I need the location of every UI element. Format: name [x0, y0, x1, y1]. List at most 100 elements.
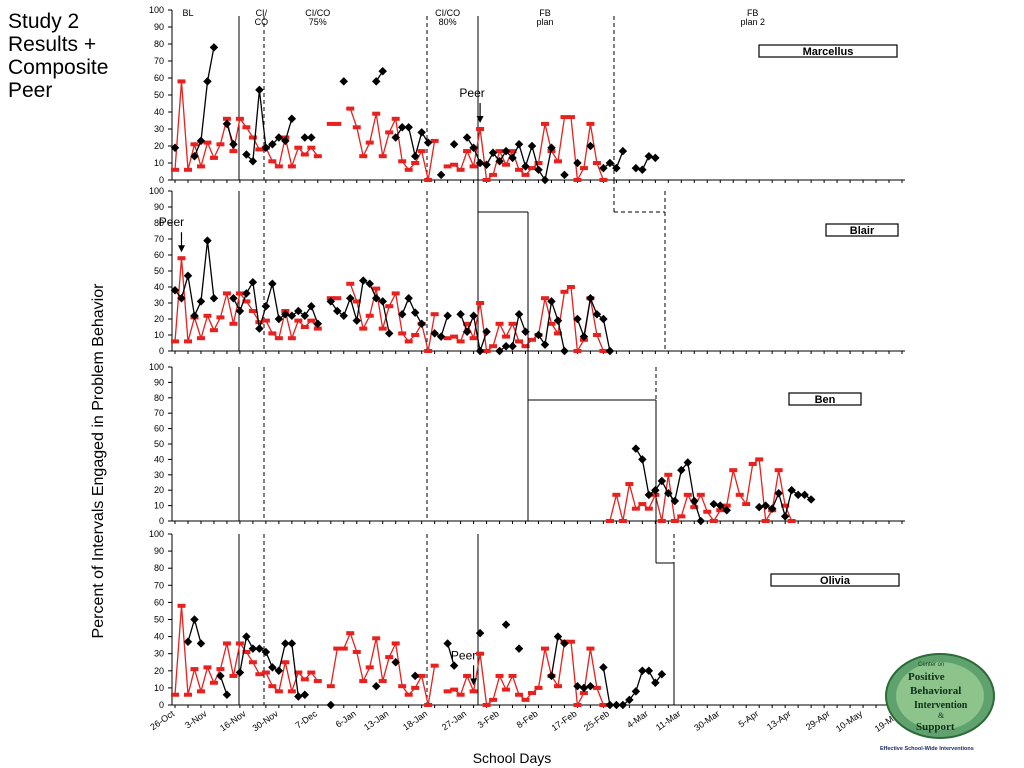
logo-text: &: [938, 711, 945, 720]
x-tick-label: 30-Nov: [251, 708, 281, 733]
y-tick-label: 10: [154, 501, 164, 511]
student-line: [446, 643, 455, 666]
student-point: [378, 297, 387, 306]
composite-peer-point: [450, 162, 459, 167]
student-name-box: [758, 44, 898, 58]
composite-peer-point: [489, 697, 498, 702]
y-tick-label: 0: [159, 516, 164, 526]
composite-peer-point: [579, 691, 588, 696]
y-tick-label: 40: [154, 282, 164, 292]
student-point: [547, 297, 556, 306]
composite-peer-point: [573, 703, 582, 707]
student-name: Ben: [815, 394, 836, 406]
y-tick-label: 50: [154, 615, 164, 625]
student-point: [410, 151, 420, 161]
logo-text: Positive: [908, 671, 945, 683]
composite-peer-point: [248, 309, 257, 313]
composite-peer-point: [670, 519, 679, 523]
student-point: [573, 314, 582, 324]
composite-peer-point: [599, 703, 608, 707]
x-tick-label: 6-Jan: [334, 708, 358, 729]
composite-peer-point: [521, 172, 530, 177]
student-point: [495, 157, 504, 166]
composite-peer-point: [579, 166, 588, 171]
composite-peer-point: [424, 349, 433, 353]
student-point: [625, 695, 634, 705]
student-point: [806, 495, 816, 504]
composite-peer-point: [534, 685, 543, 690]
peer-annotation: Peer: [159, 215, 184, 229]
composite-peer-point: [242, 649, 251, 654]
student-point: [229, 293, 238, 303]
student-point: [300, 690, 310, 699]
student-point: [358, 276, 368, 285]
student-point: [651, 153, 660, 163]
composite-peer-point: [268, 159, 277, 164]
composite-peer-point: [222, 116, 231, 121]
composite-peer-point: [463, 321, 472, 326]
composite-peer-point: [508, 321, 517, 326]
composite-peer-point: [222, 291, 231, 296]
composite-peer-point: [553, 331, 562, 336]
composite-peer-point: [502, 687, 511, 692]
student-point: [242, 289, 251, 298]
logo-tagline: Effective School-Wide Interventions: [880, 746, 974, 752]
composite-peer-point: [346, 631, 355, 636]
student-point: [326, 700, 336, 710]
y-tick-label: 50: [154, 266, 164, 276]
y-tick-label: 20: [154, 141, 164, 151]
composite-peer-point: [255, 672, 264, 677]
student-point: [404, 123, 413, 132]
student-line: [232, 280, 319, 329]
composite-peer-point: [294, 670, 303, 675]
student-point: [281, 136, 290, 146]
composite-peer-point: [787, 519, 796, 523]
student-point: [307, 301, 316, 311]
composite-peer-point: [677, 514, 686, 519]
y-tick-label: 60: [154, 424, 164, 434]
composite-peer-point: [450, 687, 459, 692]
student-point: [384, 329, 394, 338]
student-line: [245, 89, 293, 163]
student-point: [190, 151, 199, 161]
student-point: [410, 671, 420, 681]
student-point: [482, 327, 491, 337]
y-tick-label: 0: [159, 700, 164, 710]
composite-peer-point: [378, 326, 387, 331]
student-point: [761, 501, 770, 510]
composite-peer-point: [508, 673, 517, 678]
composite-peer-point: [365, 665, 374, 670]
y-tick-label: 40: [154, 454, 164, 464]
composite-peer-point: [781, 503, 790, 508]
composite-peer-point: [469, 336, 478, 341]
composite-peer-point: [761, 519, 770, 523]
composite-peer-point: [248, 135, 257, 140]
composite-peer-point: [430, 138, 439, 143]
student-point: [391, 133, 400, 142]
composite-peer-point: [566, 639, 575, 644]
student-point: [696, 516, 706, 526]
student-point: [333, 306, 342, 316]
y-tick-label: 60: [154, 597, 164, 607]
student-point: [449, 140, 459, 149]
x-tick-label: 3-Nov: [183, 708, 209, 730]
composite-peer-point: [190, 142, 199, 147]
composite-peer-point: [463, 149, 472, 154]
composite-peer-point: [385, 655, 394, 660]
composite-peer-point: [528, 166, 537, 171]
student-point: [638, 165, 647, 175]
composite-peer-point: [456, 167, 465, 172]
composite-peer-point: [424, 178, 433, 182]
composite-peer-point: [573, 178, 582, 182]
student-point: [534, 330, 543, 340]
student-point: [339, 311, 349, 321]
composite-peer-point: [359, 679, 368, 684]
student-point: [540, 175, 550, 185]
composite-peer-point: [495, 673, 504, 678]
x-tick-label: 5-Apr: [737, 708, 761, 729]
title-line: Results +: [8, 33, 97, 56]
student-point: [560, 346, 569, 356]
y-tick-label: 70: [154, 580, 164, 590]
student-point: [599, 314, 608, 324]
student-point: [294, 692, 303, 701]
